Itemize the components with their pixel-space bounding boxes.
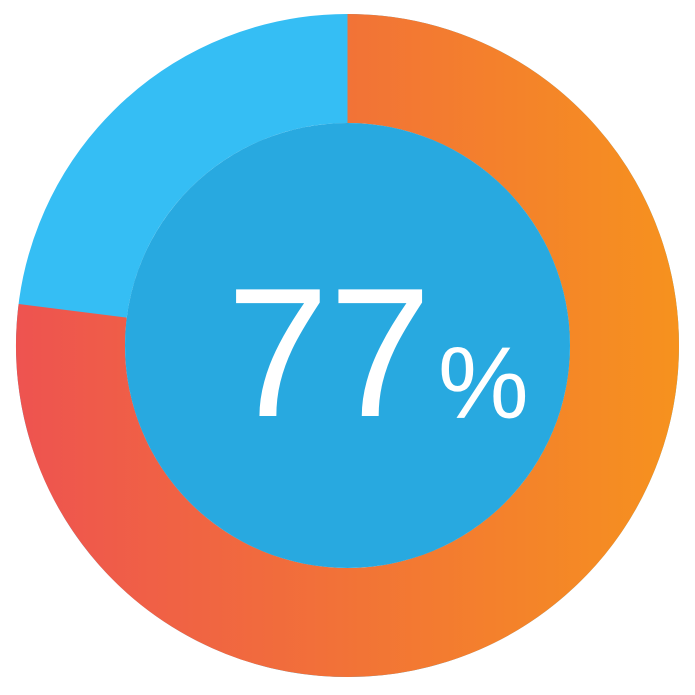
percent-value-label: 77 (227, 249, 432, 455)
percent-sign-label: % (438, 326, 529, 440)
inner-circle (125, 123, 570, 568)
ring-progress-arc (16, 14, 679, 677)
